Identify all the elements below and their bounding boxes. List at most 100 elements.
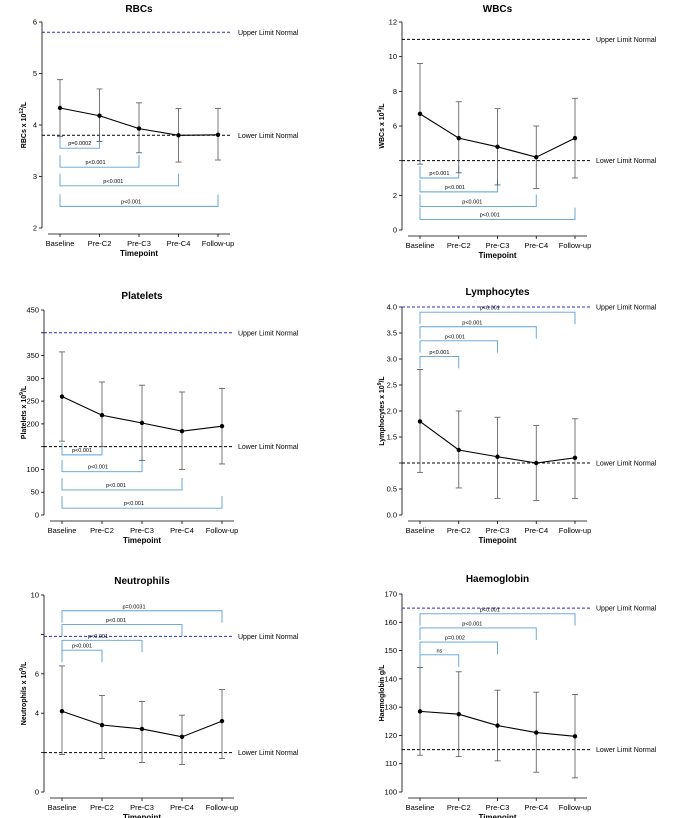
p-value-label: p<0.001 [103, 179, 123, 185]
reference-line-label: Upper Limit Normal [238, 30, 299, 37]
mean-point [495, 144, 500, 149]
mean-point [417, 419, 423, 424]
significance-bracket [59, 136, 100, 149]
x-axis-label: Timepoint [123, 813, 161, 818]
y-axis-label-exponent: 12 [19, 108, 25, 114]
reference-line-label: Lower Limit Normal [596, 747, 657, 754]
significance-bracket [419, 326, 537, 339]
y-tick-label: 6 [33, 18, 37, 27]
chart-title: WBCs [483, 4, 513, 15]
mean-point [572, 455, 578, 460]
reference-line-label: Lower Limit Normal [596, 158, 657, 165]
reference-line-label: Upper Limit Normal [596, 305, 657, 312]
significance-bracket [419, 627, 537, 640]
y-tick-label: 140 [384, 674, 397, 683]
chart-panel-wbcs: WBCs 0 2 6 8 10 12 Baseline Pre-C2 Pre-C3 Pre-C4 Fo… [377, 4, 657, 260]
y-axis-label: Lymphocytes x 109/L [377, 376, 386, 446]
mean-point [572, 135, 578, 141]
y-tick-label: 2 [393, 191, 397, 200]
x-tick-label: Follow-up [206, 526, 239, 535]
significance-bracket [59, 173, 179, 187]
p-value-label: p<0.001 [429, 350, 449, 356]
p-value-label: p<0.001 [462, 320, 482, 326]
x-tick-label: Pre-C4 [524, 526, 548, 535]
y-tick-label: 0.0 [387, 511, 397, 520]
x-tick-label: Pre-C4 [524, 241, 548, 250]
y-tick-label: 3.0 [387, 355, 397, 364]
y-axis-label-main: WBCs x 10 [379, 112, 386, 148]
significance-bracket [419, 654, 460, 667]
x-tick-label: Baseline [406, 803, 435, 812]
y-tick-label: 2 [33, 224, 37, 233]
significance-bracket [419, 613, 576, 626]
x-tick-label: Pre-C4 [170, 803, 194, 812]
x-tick-label: Follow-up [202, 239, 235, 248]
x-tick-label: Pre-C2 [447, 803, 471, 812]
mean-point [99, 722, 105, 728]
chart-title: RBCs [125, 4, 153, 15]
y-axis-label: Platelets x 109/L [19, 385, 28, 439]
y-axis-label-unit: /L [21, 661, 28, 668]
y-tick-label: 100 [384, 788, 397, 797]
p-value-label: p<0.001 [121, 199, 141, 205]
y-tick-label: 4 [33, 121, 37, 130]
x-tick-label: Pre-C3 [486, 803, 510, 812]
x-tick-label: Pre-C3 [130, 526, 154, 535]
y-axis-label-exponent: 9 [377, 382, 383, 385]
x-tick-label: Pre-C4 [524, 803, 548, 812]
x-tick-label: Pre-C3 [486, 526, 510, 535]
p-value-label: p<0.001 [462, 200, 482, 206]
y-axis-label-main: Platelets x 10 [21, 395, 28, 439]
significance-bracket [61, 459, 143, 473]
y-axis-label-exponent: 9 [377, 109, 383, 112]
y-axis-label-unit: /L [21, 101, 28, 108]
mean-point [179, 734, 185, 740]
mean-point [456, 712, 461, 717]
x-tick-label: Baseline [46, 239, 75, 248]
mean-point [57, 105, 63, 111]
y-axis-label-main: Lymphocytes x 10 [379, 385, 386, 446]
y-tick-label: 150 [384, 646, 397, 655]
y-tick-label: 50 [31, 488, 39, 497]
x-tick-label: Baseline [48, 526, 77, 535]
significance-bracket [61, 610, 223, 623]
x-tick-label: Follow-up [206, 803, 239, 812]
p-value-label: p<0.001 [429, 171, 449, 177]
p-value-label: p<0.001 [445, 185, 465, 191]
mean-point [97, 113, 102, 118]
p-value-label: p<0.001 [88, 465, 108, 471]
reference-line-label: Upper Limit Normal [238, 634, 299, 641]
y-axis-label: Neutrophils x 109/L [19, 661, 28, 725]
x-axis-label: Timepoint [478, 251, 516, 260]
significance-bracket [419, 207, 576, 221]
x-tick-label: Pre-C4 [167, 239, 191, 248]
p-value-label: p<0.001 [86, 160, 106, 166]
mean-point [136, 126, 142, 131]
y-tick-label: 130 [384, 703, 397, 712]
mean-point [219, 718, 225, 724]
significance-bracket [419, 179, 498, 193]
chart-panel-rbcs: RBCs 2 3 4 5 6 Baseline Pre-C2 Pre-C3 Pre-C4 Follo… [19, 4, 299, 258]
reference-line-label: Lower Limit Normal [596, 461, 657, 468]
y-axis-label-exponent: 9 [19, 392, 25, 395]
x-tick-label: Pre-C3 [130, 803, 154, 812]
significance-bracket [419, 641, 498, 655]
y-tick-label: 450 [26, 306, 39, 315]
y-tick-label: 12 [389, 18, 397, 27]
reference-line-label: Upper Limit Normal [238, 330, 299, 337]
y-tick-label: 100 [26, 465, 39, 474]
reference-line-label: Upper Limit Normal [596, 606, 657, 613]
chart-panel-lymphocytes: Lymphocytes 0.0 0.5 1.5 2.0 2.5 3.0 3.5 4.0 Basel… [377, 287, 657, 545]
y-axis-label: Haemoglobin g/L [379, 664, 386, 722]
y-tick-label: 6 [35, 669, 39, 678]
p-value-label: p=0.002 [445, 636, 465, 642]
p-value-label: p<0.001 [124, 501, 144, 507]
mean-point [417, 709, 423, 714]
y-tick-label: 120 [384, 731, 397, 740]
mean-point [456, 447, 461, 453]
y-tick-label: 6 [393, 122, 397, 131]
mean-point [456, 135, 461, 141]
y-tick-label: 250 [26, 397, 39, 406]
x-tick-label: Pre-C4 [170, 526, 194, 535]
